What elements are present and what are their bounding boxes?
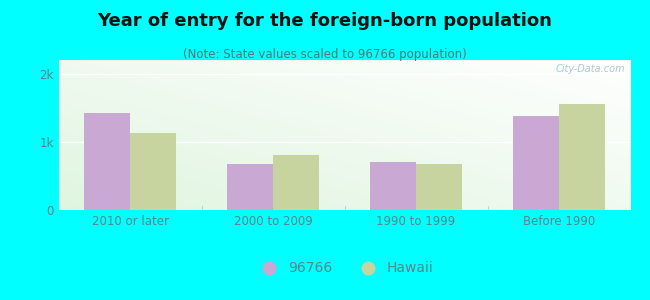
Bar [273, 155, 318, 210]
Text: Year of entry for the foreign-born population: Year of entry for the foreign-born popul… [98, 12, 552, 30]
Bar [130, 133, 176, 210]
Bar [559, 103, 604, 210]
Text: City-Data.com: City-Data.com [555, 64, 625, 74]
Bar [84, 112, 130, 210]
Text: (Note: State values scaled to 96766 population): (Note: State values scaled to 96766 popu… [183, 48, 467, 61]
Bar [370, 162, 416, 210]
Bar [514, 116, 559, 210]
Bar [416, 164, 462, 210]
Legend: 96766, Hawaii: 96766, Hawaii [250, 256, 439, 281]
Bar [227, 164, 273, 210]
